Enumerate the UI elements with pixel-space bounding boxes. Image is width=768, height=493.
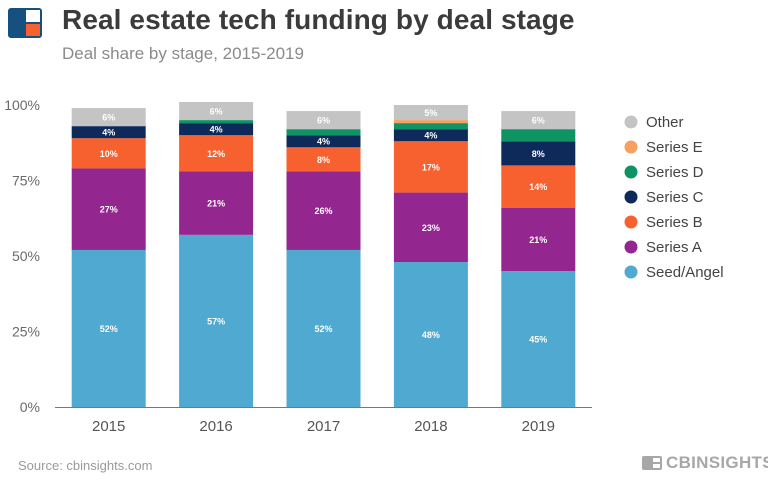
brand-name: CBINSIGHTS — [666, 453, 768, 472]
data-label: 45% — [529, 335, 547, 345]
y-tick-label: 25% — [12, 324, 40, 340]
legend-swatch — [624, 190, 638, 204]
legend-label: Seed/Angel — [646, 264, 724, 281]
legend-swatch — [624, 265, 638, 279]
data-label: 21% — [207, 199, 225, 209]
bar-segment — [393, 262, 468, 407]
page-title: Real estate tech funding by deal stage — [62, 4, 575, 35]
bar-segment — [393, 120, 468, 124]
bar-segment — [501, 271, 576, 407]
data-label: 4% — [102, 128, 115, 138]
bar-segment — [393, 105, 468, 121]
legend-label: Series A — [646, 239, 702, 256]
data-label: 21% — [529, 235, 547, 245]
legend-swatch — [624, 140, 638, 154]
legend-swatch — [624, 240, 638, 254]
source-note: Source: cbinsights.com — [18, 458, 153, 473]
bar-segment — [179, 123, 254, 136]
bar-segment — [501, 129, 576, 142]
data-label: 4% — [424, 131, 437, 141]
y-tick-label: 100% — [4, 97, 40, 113]
bar-segment — [286, 135, 361, 148]
bar-segment — [501, 165, 576, 208]
data-label: 8% — [317, 155, 330, 165]
data-label: 10% — [100, 149, 118, 159]
data-label: 4% — [317, 137, 330, 147]
x-tick-label: 2019 — [522, 418, 555, 435]
bar-segment — [179, 101, 254, 121]
bar-segment — [179, 171, 254, 235]
bar-segment — [71, 168, 146, 250]
bar-segment — [393, 192, 468, 263]
bar-segment — [501, 111, 576, 130]
brand-logo-icon — [642, 456, 662, 470]
data-label: 8% — [532, 149, 545, 159]
data-label: 52% — [314, 324, 332, 334]
x-tick-label: 2017 — [307, 418, 340, 435]
bar-segment — [501, 141, 576, 166]
data-label: 26% — [314, 206, 332, 216]
y-tick-label: 75% — [12, 173, 40, 189]
data-label: 27% — [100, 205, 118, 215]
data-label: 6% — [102, 113, 115, 123]
legend-swatch — [624, 165, 638, 179]
bar-segment — [71, 126, 146, 139]
page-subtitle: Deal share by stage, 2015-2019 — [62, 44, 304, 63]
x-tick-label: 2015 — [92, 418, 125, 435]
legend-label: Series D — [646, 164, 704, 181]
bar-segment — [179, 234, 254, 407]
data-label: 57% — [207, 316, 225, 326]
bar-segment — [71, 108, 146, 127]
legend-label: Series C — [646, 189, 704, 206]
cb-insights-logo — [8, 8, 42, 38]
data-label: 14% — [529, 182, 547, 192]
bar-segment — [286, 171, 361, 250]
bar-segment — [179, 135, 254, 172]
bar-segment — [286, 129, 361, 136]
data-label: 4% — [210, 125, 223, 135]
data-label: 5% — [424, 108, 437, 118]
bar-segment — [393, 129, 468, 142]
bar-segment — [286, 111, 361, 130]
bar-segment — [286, 147, 361, 172]
bar-segment — [71, 249, 146, 407]
legend-label: Other — [646, 114, 684, 131]
legend-label: Series B — [646, 214, 703, 231]
data-label: 6% — [532, 116, 545, 126]
x-tick-label: 2018 — [414, 418, 447, 435]
data-label: 48% — [422, 330, 440, 340]
data-label: 6% — [317, 116, 330, 126]
y-tick-label: 0% — [20, 399, 40, 415]
x-tick-label: 2016 — [199, 418, 232, 435]
bar-segment — [393, 141, 468, 193]
legend-swatch — [624, 215, 638, 229]
bar-segment — [71, 138, 146, 169]
legend-label: Series E — [646, 139, 703, 156]
bar-segment — [393, 123, 468, 130]
data-label: 12% — [207, 149, 225, 159]
data-label: 23% — [422, 223, 440, 233]
data-label: 52% — [100, 324, 118, 334]
legend-swatch — [624, 115, 638, 129]
bar-segment — [179, 120, 254, 124]
y-tick-label: 50% — [12, 248, 40, 264]
data-label: 6% — [210, 107, 223, 117]
brand-wordmark: CBINSIGHTS — [642, 453, 768, 473]
bar-segment — [501, 207, 576, 272]
bar-segment — [286, 249, 361, 407]
data-label: 17% — [422, 162, 440, 172]
